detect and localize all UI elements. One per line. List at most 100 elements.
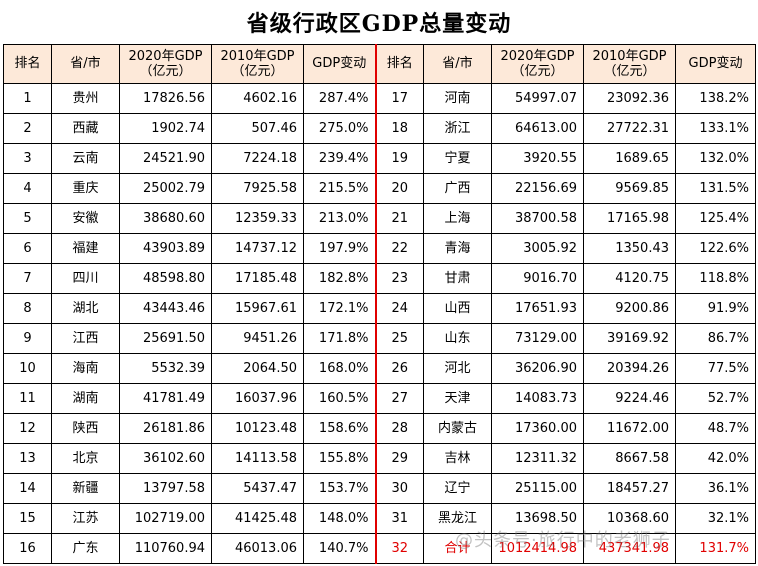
cell-gdp2020-right: 73129.00 [491,323,584,354]
cell-gdp2010-right: 39169.92 [583,323,676,354]
header-gdp2020-right: 2020年GDP （亿元） [491,44,584,84]
cell-rank: 14 [3,473,52,504]
cell-gdp2020-right: 13698.50 [491,503,584,534]
cell-gdp2010: 41425.48 [211,503,304,534]
cell-province: 新疆 [51,473,120,504]
cell-province: 广东 [51,533,120,564]
table-row: 12 陕西 26181.86 10123.48 158.6% 28 内蒙古 17360.00 1… [3,413,756,444]
header-gdp2020: 2020年GDP （亿元） [119,44,212,84]
cell-rank-right: 23 [374,263,424,294]
cell-gdp2010-right: 23092.36 [583,83,676,114]
cell-province: 北京 [51,443,120,474]
table-row: 10 海南 5532.39 2064.50 168.0% 26 河北 36206.90 2039… [3,353,756,384]
cell-gdp2010-right: 20394.26 [583,353,676,384]
cell-change-right: 118.8% [675,263,756,294]
cell-province: 湖北 [51,293,120,324]
cell-gdp2020: 5532.39 [119,353,212,384]
cell-province-right: 甘肃 [423,263,492,294]
cell-rank: 11 [3,383,52,414]
cell-change-right: 42.0% [675,443,756,474]
table-body: 1 贵州 17826.56 4602.16 287.4% 17 河南 54997.07 2309… [3,83,756,564]
cell-rank-right: 25 [374,323,424,354]
cell-rank-right: 22 [374,233,424,264]
header-province-right: 省/市 [423,44,492,84]
cell-change: 153.7% [303,473,376,504]
table-row: 7 四川 48598.80 17185.48 182.8% 23 甘肃 9016.70 4120… [3,263,756,294]
cell-province: 湖南 [51,383,120,414]
cell-change: 197.9% [303,233,376,264]
cell-gdp2020-right: 3005.92 [491,233,584,264]
table-row: 5 安徽 38680.60 12359.33 213.0% 21 上海 38700.58 171… [3,203,756,234]
cell-gdp2020: 25002.79 [119,173,212,204]
cell-rank-right: 17 [374,83,424,114]
cell-gdp2010-right: 9569.85 [583,173,676,204]
cell-province-right: 山东 [423,323,492,354]
cell-change-right: 86.7% [675,323,756,354]
cell-province-right: 青海 [423,233,492,264]
cell-gdp2010: 16037.96 [211,383,304,414]
cell-rank-right: 19 [374,143,424,174]
cell-gdp2020-right: 38700.58 [491,203,584,234]
cell-province-right: 山西 [423,293,492,324]
cell-gdp2020-right: 54997.07 [491,83,584,114]
cell-change-right: 48.7% [675,413,756,444]
cell-change: 171.8% [303,323,376,354]
cell-gdp2020: 26181.86 [119,413,212,444]
cell-gdp2020-right: 3920.55 [491,143,584,174]
cell-gdp2010-right: 1689.65 [583,143,676,174]
cell-rank: 8 [3,293,52,324]
cell-change-right: 91.9% [675,293,756,324]
table-row: 9 江西 25691.50 9451.26 171.8% 25 山东 73129.00 3916… [3,323,756,354]
cell-gdp2010: 15967.61 [211,293,304,324]
cell-gdp2020: 25691.50 [119,323,212,354]
table-row: 13 北京 36102.60 14113.58 155.8% 29 吉林 12311.32 86… [3,443,756,474]
cell-gdp2020: 110760.94 [119,533,212,564]
cell-rank: 1 [3,83,52,114]
cell-gdp2020-right: 17651.93 [491,293,584,324]
cell-rank: 4 [3,173,52,204]
cell-gdp2020: 24521.90 [119,143,212,174]
cell-gdp2020-right: 64613.00 [491,113,584,144]
cell-change: 172.1% [303,293,376,324]
cell-rank: 13 [3,443,52,474]
cell-rank: 9 [3,323,52,354]
table-header: 排名 省/市 2020年GDP （亿元） 2010年GDP （亿元） GDP变动 排… [3,44,756,84]
cell-change: 182.8% [303,263,376,294]
cell-gdp2020-right: 14083.73 [491,383,584,414]
cell-gdp2020-right: 12311.32 [491,443,584,474]
cell-rank: 16 [3,533,52,564]
cell-gdp2010-right: 11672.00 [583,413,676,444]
cell-province: 江苏 [51,503,120,534]
cell-gdp2020-right: 36206.90 [491,353,584,384]
cell-change-right: 131.5% [675,173,756,204]
cell-gdp2020: 41781.49 [119,383,212,414]
cell-gdp2020: 38680.60 [119,203,212,234]
cell-change: 287.4% [303,83,376,114]
cell-gdp2020-right: 17360.00 [491,413,584,444]
cell-gdp2020: 36102.60 [119,443,212,474]
cell-province: 江西 [51,323,120,354]
cell-gdp2010: 7224.18 [211,143,304,174]
header-rank-right: 排名 [374,44,424,84]
cell-province-right: 河南 [423,83,492,114]
cell-province: 云南 [51,143,120,174]
cell-province-right: 吉林 [423,443,492,474]
cell-gdp2010-right: 10368.60 [583,503,676,534]
cell-change: 160.5% [303,383,376,414]
table-row: 15 江苏 102719.00 41425.48 148.0% 31 黑龙江 13698.50… [3,503,756,534]
cell-gdp2010: 46013.06 [211,533,304,564]
cell-gdp2010-right: 1350.43 [583,233,676,264]
cell-change: 148.0% [303,503,376,534]
cell-change: 155.8% [303,443,376,474]
cell-rank: 12 [3,413,52,444]
cell-change: 275.0% [303,113,376,144]
cell-gdp2010-right: 9224.46 [583,383,676,414]
cell-rank: 5 [3,203,52,234]
cell-province: 海南 [51,353,120,384]
cell-change: 168.0% [303,353,376,384]
cell-change: 239.4% [303,143,376,174]
cell-change: 158.6% [303,413,376,444]
cell-province-right: 广西 [423,173,492,204]
cell-gdp2020: 48598.80 [119,263,212,294]
gdp-table: 排名 省/市 2020年GDP （亿元） 2010年GDP （亿元） GDP变动 排… [3,44,756,564]
